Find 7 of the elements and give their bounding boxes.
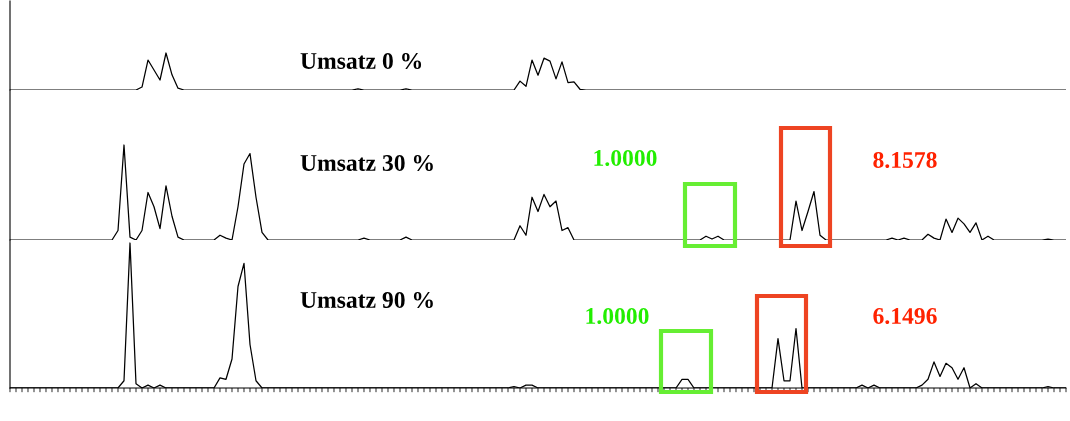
chart-title: Umsatz 0 % <box>300 52 422 69</box>
annotation: 6.1496 <box>873 308 937 325</box>
annotation: 8.1578 <box>873 151 937 169</box>
text: Umsatz 90 % <box>300 291 433 308</box>
annotation: 1.0000 <box>586 307 649 325</box>
annotation: 1.0000 <box>594 149 657 167</box>
chart-title: Umsatz 30 % <box>300 154 433 171</box>
